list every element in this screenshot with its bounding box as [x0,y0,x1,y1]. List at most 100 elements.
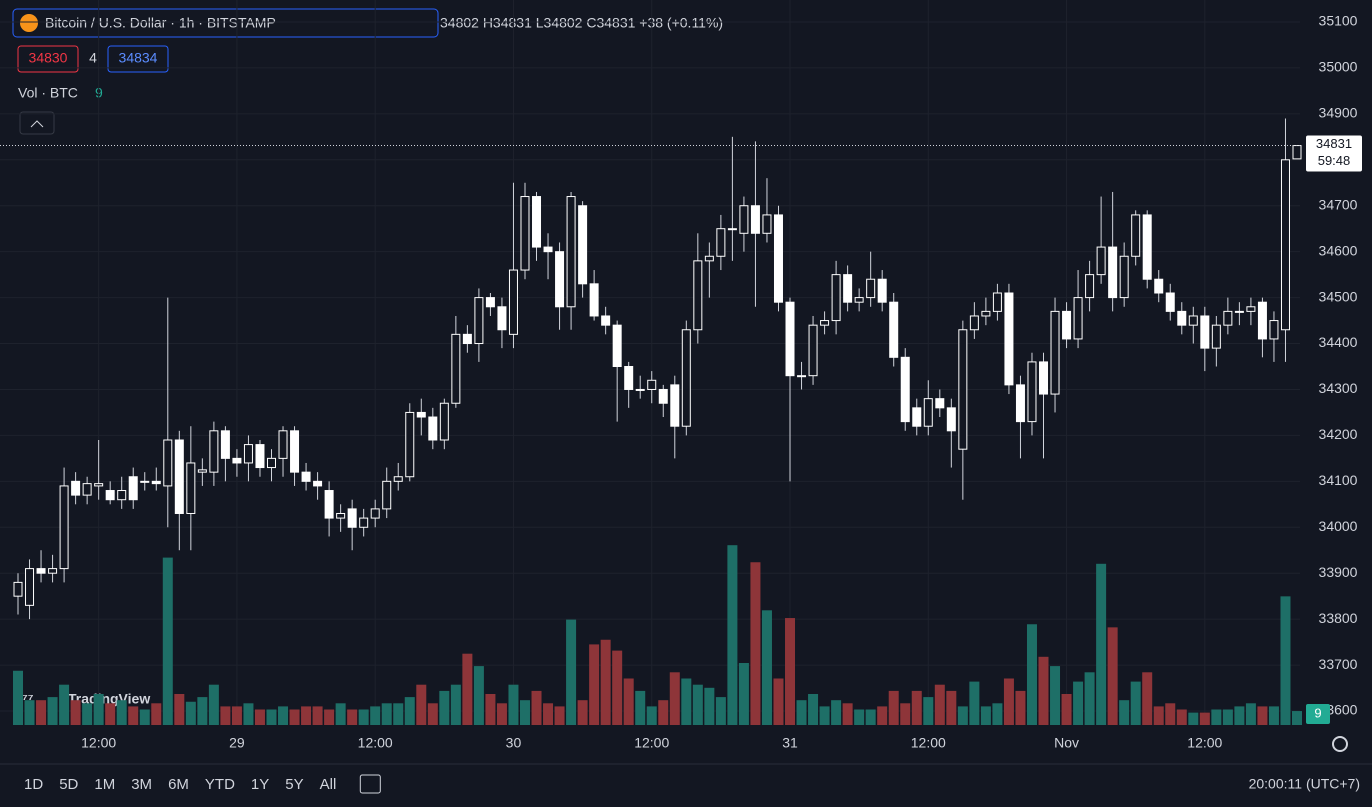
collapse-icon [30,120,44,128]
candle-body [48,568,58,574]
volume-bar [877,706,888,725]
range-button[interactable]: 1D [24,776,43,793]
candle-body [1085,274,1095,299]
volume-bar [1188,712,1199,725]
volume-bar [1234,706,1245,725]
x-tick-label: Nov [1054,735,1079,751]
volume-bar [473,666,484,725]
volume-bar [1292,711,1302,725]
volume-bar [1268,706,1279,725]
candle-body [843,274,853,303]
range-button[interactable]: 1M [94,776,115,793]
candle-body [624,366,634,390]
volume-bar [669,672,680,725]
candle-body [992,292,1002,312]
candle-body [1246,306,1256,312]
candle-body [912,407,922,427]
volume-bar [1084,672,1095,725]
candle-body [566,196,576,308]
candle-body [1188,315,1198,326]
candle-body [347,508,357,528]
compare-icon[interactable] [359,774,381,794]
y-tick-label: 35100 [1319,13,1358,29]
volume-bar [704,687,715,725]
candle-body [117,490,127,501]
x-tick-label: 12:00 [1187,735,1222,751]
volume-bar [462,653,473,725]
volume-bar [1142,672,1153,725]
volume-bar [519,700,530,725]
candle-body [831,274,841,322]
x-tick-label: 12:00 [358,735,393,751]
candle-body [497,306,507,331]
candle-body [612,324,622,368]
candle-body [520,196,530,271]
logo: TradingView [68,691,150,707]
range-button[interactable]: 3M [131,776,152,793]
y-tick-label: 35000 [1319,59,1358,75]
volume-bar [750,562,761,725]
candle-body [555,251,565,308]
candle-body [923,398,933,427]
candle-body [474,297,484,345]
volume-bar [278,706,289,725]
candle-body [1108,246,1118,299]
candle-body [1131,214,1141,257]
price-badge-label: 34831 [1316,136,1352,151]
candle-body [140,480,150,483]
candle-body [220,430,230,459]
candle-body [1269,320,1279,340]
bid-box[interactable] [17,45,79,73]
candle-body [59,485,69,570]
collapse-button[interactable] [19,111,55,135]
volume-bar [980,706,991,725]
volume-bar [1038,656,1049,725]
range-button[interactable]: All [320,776,337,793]
volume-bar [761,610,772,725]
volume-bar [266,709,277,725]
volume-bar [427,703,438,725]
volume-bar [404,697,415,725]
volume-bar [1119,700,1130,725]
volume-bar [508,684,519,725]
volume-bar [1245,703,1256,725]
range-button[interactable]: 6M [168,776,189,793]
volume-bar [715,697,726,725]
settings-icon[interactable] [1332,736,1348,752]
volume-bar [82,703,93,725]
volume-bar [47,697,58,725]
candle-body [1073,297,1083,340]
candle-body [1004,292,1014,386]
volume-bar [1050,666,1061,725]
volume-bar [151,703,162,725]
bid: 34830 [29,50,68,66]
range-button[interactable]: 1Y [251,776,269,793]
volume-bar [1211,709,1222,725]
volume-bar [819,706,830,725]
volume-bar [566,619,577,725]
range-button[interactable]: 5D [59,776,78,793]
volume-bar [808,694,819,725]
volume-bar [220,706,231,725]
range-button[interactable]: 5Y [285,776,303,793]
ask-box[interactable] [107,45,169,73]
volume-badge-label: 9 [1314,705,1321,720]
ohlc-text: 34802 H34831 L34802 C34831 +38 (+0.11%) [440,15,723,31]
volume-bar [1130,681,1141,725]
volume-bar [1061,694,1072,725]
candle-body [128,476,138,501]
candle-body [382,480,392,510]
volume-bar [923,697,934,725]
candle-body [105,490,115,501]
candle-body [25,568,35,606]
symbol-box[interactable] [12,8,439,38]
candle-body [1142,214,1152,280]
volume-bar [773,678,784,725]
volume-bar [231,706,242,725]
range-button[interactable]: YTD [205,776,235,793]
candle-body [439,402,449,441]
volume-bar [1096,563,1107,725]
candle-body [243,444,253,464]
candle-body [151,480,161,485]
